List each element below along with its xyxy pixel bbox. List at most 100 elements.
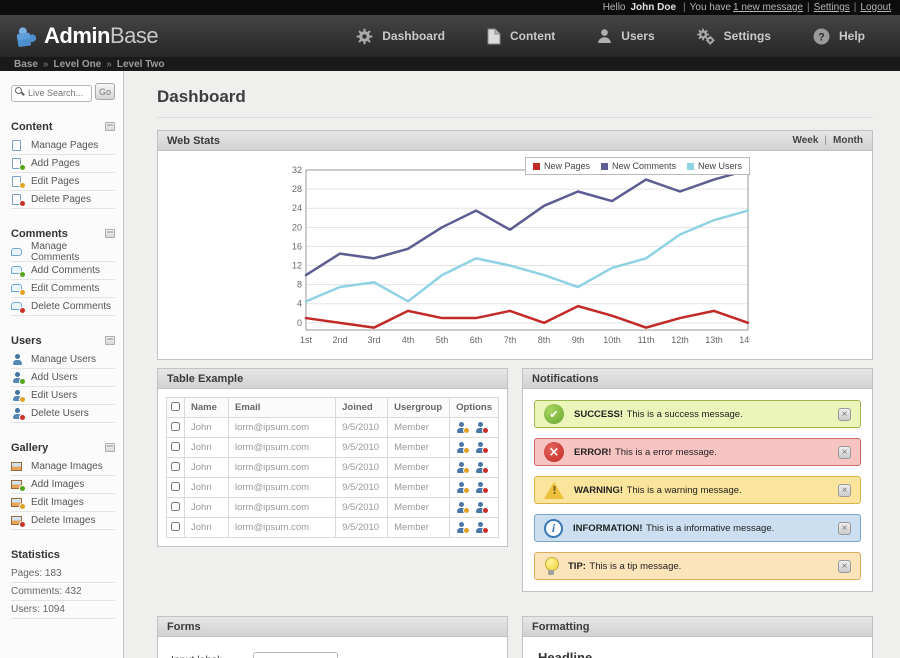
breadcrumb-root[interactable]: Base (14, 58, 38, 70)
table-header-row: Name Email Joined Usergroup Options (166, 397, 499, 418)
breadcrumb-level-two[interactable]: Level Two (116, 58, 165, 70)
svg-text:16: 16 (292, 241, 302, 251)
sidebar-item-edit-images[interactable]: Edit Images (11, 494, 115, 512)
svg-text:10th: 10th (603, 335, 621, 345)
sidebar-item-edit-pages[interactable]: Edit Pages (11, 173, 115, 191)
close-icon[interactable] (838, 483, 851, 497)
sidebar-item-add-images[interactable]: Add Images (11, 476, 115, 494)
gears-icon (696, 28, 715, 45)
delete-user-icon[interactable] (475, 462, 490, 474)
column-header-name: Name (184, 397, 229, 418)
delete-user-icon[interactable] (475, 522, 490, 534)
edit-user-icon[interactable] (456, 482, 471, 494)
collapse-icon[interactable] (105, 443, 115, 452)
breadcrumb-separator: » (42, 58, 49, 70)
svg-text:9th: 9th (572, 335, 585, 345)
new-message-link[interactable]: 1 new message (733, 2, 804, 13)
webstats-chart: New Pages New Comments New Users 0 4 8 12 16 20… (158, 151, 872, 359)
page-delete-icon (11, 193, 26, 207)
close-icon[interactable] (838, 521, 851, 535)
collapse-icon[interactable] (105, 122, 115, 131)
svg-text:7th: 7th (504, 335, 517, 345)
row-checkbox[interactable] (171, 501, 180, 511)
week-link[interactable]: Week (792, 135, 819, 146)
stat-users: Users: 1094 (11, 601, 115, 619)
sidebar-section-content: Content Manage Pages Add Pages Edit Page… (11, 121, 115, 209)
section-title: Content (11, 120, 53, 133)
stat-comments: Comments: 432 (11, 583, 115, 601)
select-all-checkbox[interactable] (171, 401, 180, 411)
legend-item: New Comments (600, 161, 676, 171)
sidebar-item-delete-users[interactable]: Delete Users (11, 405, 115, 423)
sidebar-item-manage-users[interactable]: Manage Users (11, 351, 115, 369)
sidebar-item-delete-comments[interactable]: Delete Comments (11, 298, 115, 316)
document-icon (487, 28, 501, 45)
month-link[interactable]: Month (833, 135, 863, 146)
delete-user-icon[interactable] (475, 442, 490, 454)
chart-legend: New Pages New Comments New Users (524, 157, 750, 175)
collapse-icon[interactable] (105, 229, 115, 238)
nav-item-users[interactable]: Users (576, 15, 675, 57)
app-title-bold: Admin (44, 23, 110, 48)
table-row: John lorm@ipsum.com 9/5/2010 Member (166, 497, 499, 518)
greeting-text: Hello (602, 2, 626, 13)
edit-user-icon[interactable] (456, 442, 471, 454)
sidebar-item-add-pages[interactable]: Add Pages (11, 155, 115, 173)
svg-text:3rd: 3rd (367, 335, 380, 345)
sidebar-section-statistics: Statistics Pages: 183 Comments: 432 User… (11, 549, 115, 619)
main-content: Dashboard Web Stats Week | Month New Pag… (124, 71, 900, 658)
sidebar-item-edit-comments[interactable]: Edit Comments (11, 280, 115, 298)
edit-user-icon[interactable] (456, 422, 471, 434)
logout-link[interactable]: Logout (860, 2, 891, 13)
breadcrumb-separator: » (106, 58, 112, 70)
user-icon (11, 353, 24, 365)
row-checkbox[interactable] (171, 461, 180, 471)
column-header-usergroup: Usergroup (387, 397, 451, 418)
sidebar-item-edit-users[interactable]: Edit Users (11, 387, 115, 405)
nav-item-settings[interactable]: Settings (676, 15, 792, 57)
breadcrumb-level-one[interactable]: Level One (53, 58, 102, 70)
nav-label: Content (509, 29, 556, 43)
svg-text:11th: 11th (638, 335, 655, 345)
gear-icon (356, 28, 373, 45)
row-checkbox[interactable] (171, 521, 180, 531)
sidebar-item-delete-images[interactable]: Delete Images (11, 512, 115, 530)
user-delete-icon (11, 407, 26, 421)
panel-title: Formatting (532, 620, 590, 633)
nav-item-help[interactable]: ? Help (792, 15, 886, 57)
edit-user-icon[interactable] (456, 462, 471, 474)
row-checkbox[interactable] (171, 441, 180, 451)
section-title: Gallery (11, 441, 49, 454)
nav-item-content[interactable]: Content (466, 15, 576, 57)
close-icon[interactable] (838, 559, 851, 573)
help-icon: ? (813, 28, 830, 45)
nav-item-dashboard[interactable]: Dashboard (335, 15, 466, 57)
row-checkbox[interactable] (171, 481, 180, 491)
delete-user-icon[interactable] (475, 482, 490, 494)
search-go-button[interactable]: Go (95, 83, 115, 100)
sidebar-item-manage-comments[interactable]: Manage Comments (11, 241, 115, 263)
row-checkbox[interactable] (171, 421, 180, 431)
settings-link[interactable]: Settings (813, 2, 850, 13)
delete-user-icon[interactable] (475, 422, 490, 434)
page-title: Dashboard (157, 87, 873, 118)
sidebar-item-manage-images[interactable]: Manage Images (11, 458, 115, 476)
sidebar-item-add-comments[interactable]: Add Comments (11, 262, 115, 280)
edit-user-icon[interactable] (456, 522, 471, 534)
text-input[interactable] (253, 652, 338, 658)
delete-user-icon[interactable] (475, 502, 490, 514)
collapse-icon[interactable] (105, 336, 115, 345)
panel-title: Table Example (167, 372, 244, 385)
svg-text:2nd: 2nd (332, 335, 347, 345)
edit-user-icon[interactable] (456, 502, 471, 514)
svg-text:32: 32 (292, 165, 302, 175)
sidebar-item-delete-pages[interactable]: Delete Pages (11, 191, 115, 209)
search-row: Go (11, 83, 115, 102)
close-icon[interactable] (838, 407, 851, 421)
sidebar-item-manage-pages[interactable]: Manage Pages (11, 137, 115, 155)
close-icon[interactable] (838, 445, 851, 459)
sidebar-item-add-users[interactable]: Add Users (11, 369, 115, 387)
search-input[interactable] (11, 84, 92, 102)
info-icon (544, 518, 563, 538)
warning-triangle-icon (544, 481, 564, 499)
